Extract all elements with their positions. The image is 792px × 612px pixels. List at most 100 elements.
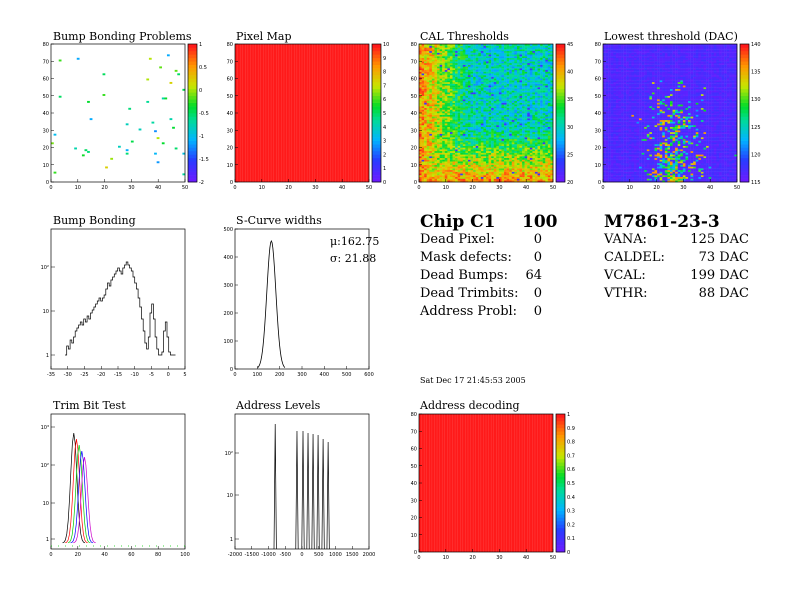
cal-pixel (426, 119, 430, 122)
threshold-pixel (603, 94, 606, 96)
cal-pixel (524, 88, 528, 91)
cal-pixel (537, 92, 541, 95)
cal-pixel (511, 99, 515, 102)
bump-problem-pixel (128, 107, 132, 110)
cal-pixel (462, 175, 466, 178)
cal-pixel (460, 87, 464, 90)
cal-pixel (529, 99, 533, 102)
cal-pixel (467, 75, 471, 77)
cal-pixel (529, 59, 533, 62)
cal-pixel (449, 142, 453, 145)
cal-pixel (542, 157, 546, 160)
threshold-pixel (605, 131, 609, 134)
cal-pixel (452, 156, 456, 159)
cal-pixel (455, 50, 458, 53)
cal-pixel (493, 173, 497, 176)
cal-pixel (426, 154, 430, 157)
cal-pixel (475, 94, 479, 96)
tick-label: 10 (443, 185, 449, 191)
cal-pixel (475, 66, 479, 69)
cal-pixel (547, 59, 551, 62)
cal-pixel (498, 144, 502, 146)
cal-pixel (457, 69, 461, 72)
cal-pixel (478, 126, 482, 129)
cal-pixel (542, 128, 546, 131)
cal-pixel (537, 111, 541, 114)
threshold-pixel (615, 61, 619, 64)
cal-pixel (534, 47, 538, 50)
cal-pixel (426, 157, 430, 160)
cal-pixel (534, 161, 538, 164)
threshold-pixel (613, 116, 617, 119)
tick-label: 20 (43, 146, 49, 152)
cal-pixel (478, 152, 482, 155)
cal-pixel (426, 114, 430, 117)
cal-pixel (532, 81, 536, 84)
cal-pixel (455, 111, 458, 114)
cal-pixel (534, 145, 538, 148)
cal-pixel (527, 180, 531, 183)
cal-pixel (452, 50, 456, 53)
cal-pixel (442, 62, 445, 65)
cal-pixel (437, 75, 440, 77)
cal-pixel (439, 99, 443, 102)
threshold-pixel (605, 119, 609, 122)
cal-pixel (529, 54, 533, 57)
cal-pixel (483, 176, 487, 179)
cal-pixel (496, 78, 500, 81)
threshold-pixel (603, 135, 606, 138)
cal-pixel (473, 68, 476, 71)
cal-pixel (449, 128, 453, 131)
cal-pixel (511, 92, 515, 95)
cal-pixel (537, 69, 541, 72)
cal-pixel (429, 80, 433, 83)
cal-pixel (527, 171, 531, 174)
cal-pixel (519, 87, 523, 90)
cal-pixel (496, 128, 500, 131)
cal-pixel (532, 62, 536, 65)
cal-pixel (444, 152, 448, 155)
threshold-pixel (603, 54, 606, 57)
cal-pixel (470, 168, 474, 171)
palette-cell (188, 130, 197, 134)
cal-pixel (516, 66, 520, 69)
threshold-pixel (608, 113, 611, 115)
cal-pixel (478, 85, 482, 88)
cal-pixel (421, 156, 425, 159)
cal-pixel (522, 159, 525, 162)
cal-pixel (504, 119, 507, 122)
cal-pixel (498, 159, 502, 162)
cal-pixel (511, 83, 515, 86)
cal-pixel (550, 133, 554, 136)
cal-pixel (449, 81, 453, 84)
cal-pixel (447, 116, 451, 119)
cal-pixel (491, 59, 494, 62)
cal-pixel (540, 171, 543, 174)
threshold-pixel (608, 123, 611, 126)
cal-pixel (498, 128, 502, 131)
cal-pixel (532, 88, 536, 91)
cal-pixel (504, 95, 507, 98)
cal-pixel (522, 171, 525, 174)
cal-pixel (496, 92, 500, 95)
cal-pixel (534, 156, 538, 159)
cal-pixel (437, 111, 440, 114)
palette-cell (372, 99, 381, 103)
cal-pixel (460, 99, 464, 102)
cal-pixel (480, 62, 484, 65)
cal-pixel (439, 66, 443, 69)
cal-pixel (486, 75, 489, 77)
cal-pixel (431, 109, 435, 112)
cal-pixel (540, 83, 543, 86)
cal-pixel (491, 121, 494, 124)
cal-pixel (491, 75, 494, 77)
cal-pixel (460, 116, 464, 119)
cal-pixel (532, 44, 536, 46)
cal-pixel (524, 154, 528, 157)
threshold-pixel (605, 140, 609, 143)
cal-pixel (527, 64, 531, 67)
cal-pixel (506, 149, 510, 152)
cal-pixel (498, 111, 502, 114)
palette-cell (556, 47, 565, 52)
cal-pixel (516, 128, 520, 131)
